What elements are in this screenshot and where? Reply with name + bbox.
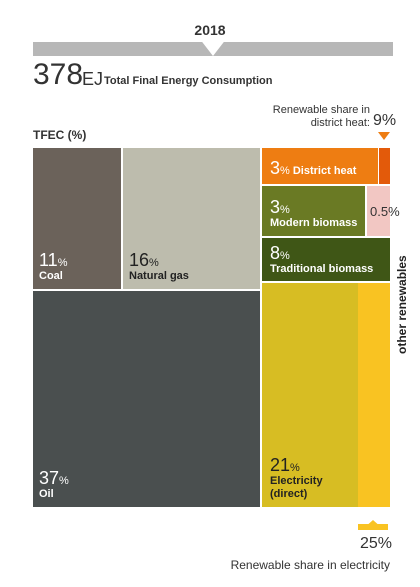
other-renewables-value: 0.5% xyxy=(370,204,400,219)
electricity-value: 21 xyxy=(270,455,291,475)
total-unit: EJ xyxy=(82,69,104,89)
natural-gas-value: 16 xyxy=(129,250,150,270)
district-heat-marker xyxy=(378,132,390,140)
coal-value: 11 xyxy=(39,250,58,270)
oil-value: 37 xyxy=(39,468,60,488)
district-heat-value: 3 xyxy=(270,158,281,178)
other-renewables-label: other renewables xyxy=(395,255,409,355)
district-heat-label: District heat xyxy=(292,165,357,177)
modern-biomass-value: 3 xyxy=(270,197,281,217)
total-value: 378 xyxy=(33,58,84,91)
chart-subtitle: Total Final Energy Consumption xyxy=(104,75,273,87)
cell-oil: 37% Oil xyxy=(33,291,262,507)
cell-natural-gas: 16% Natural gas xyxy=(123,148,262,291)
electricity-note: Renewable share in electricity xyxy=(230,558,390,572)
cell-coal: 11% Coal xyxy=(33,148,123,291)
district-heat-share: 9% xyxy=(373,112,397,129)
electricity-share: 25% xyxy=(360,535,393,552)
cell-district-heat: 3% District heat xyxy=(262,148,378,186)
district-heat-note: Renewable share in district heat: xyxy=(272,104,370,129)
electricity-marker xyxy=(358,520,388,530)
cell-modern-biomass: 3% Modern biomass xyxy=(262,186,367,238)
natural-gas-label: Natural gas xyxy=(129,270,189,282)
electricity-label: Electricity (direct) xyxy=(270,475,323,500)
cell-other-renewables xyxy=(367,186,390,238)
cell-electricity-renewable xyxy=(358,283,390,507)
coal-label: Coal xyxy=(39,270,63,282)
cell-district-heat-renewable xyxy=(378,148,390,186)
traditional-biomass-value: 8 xyxy=(270,243,281,263)
modern-biomass-label: Modern biomass xyxy=(270,217,358,229)
year-label: 2018 xyxy=(194,22,226,38)
traditional-biomass-label: Traditional biomass xyxy=(270,263,374,275)
tfec-label: TFEC (%) xyxy=(33,128,87,142)
cell-electricity: 21% Electricity (direct) xyxy=(262,283,358,507)
cell-traditional-biomass: 8% Traditional biomass xyxy=(262,238,390,283)
oil-label: Oil xyxy=(39,488,54,500)
